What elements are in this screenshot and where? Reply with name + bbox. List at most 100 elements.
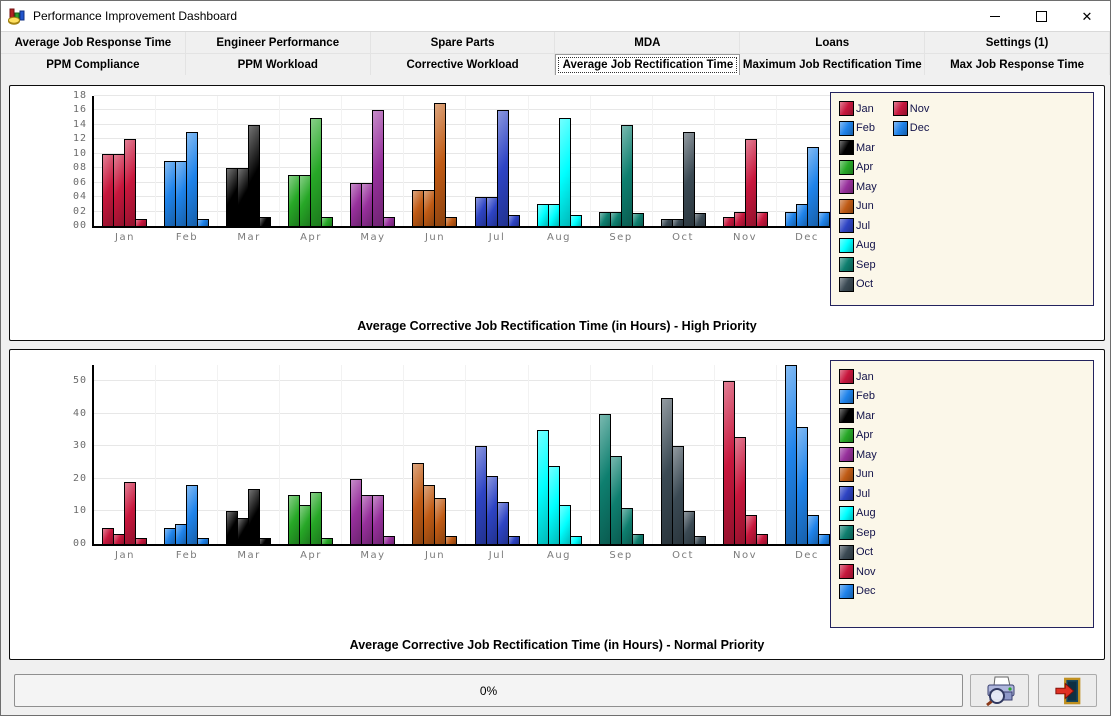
bar-jan-4 [135,218,148,226]
y-tick-04: 04 [72,191,87,203]
bar-jun-4 [445,535,458,544]
exit-button[interactable] [1038,674,1097,707]
bar-group-jan [94,96,155,226]
legend-label-jun: Jun [856,200,874,213]
minimize-button[interactable] [972,1,1018,31]
legend-item-sep: Sep [839,523,877,543]
tab-mda[interactable]: MDA [555,32,741,54]
bar-group-apr [279,365,341,544]
bar-aug-3 [558,117,571,226]
legend-swatch-may [839,179,854,195]
x-label-jun: Jun [424,550,446,561]
legend-swatch-dec [892,120,908,136]
bar-jul-3 [496,501,509,544]
legend-item-jun: Jun [839,465,877,485]
bar-groups [94,96,838,226]
x-label-aug: Aug [546,550,572,561]
bar-group-may [341,365,403,544]
bar-aug-4 [569,215,582,226]
chart-plot-high-priority: 00 02 04 06 08 10 12 14 16 18 [73,91,838,231]
legend-swatch-oct [839,544,854,560]
close-button[interactable]: ✕ [1064,1,1110,31]
tab-loans[interactable]: Loans [740,32,926,54]
print-preview-button[interactable] [970,674,1029,707]
x-label-oct: Oct [672,550,694,561]
legend-item-jul: Jul [839,216,877,236]
legend-label-apr: Apr [856,429,874,442]
print-preview-icon [985,676,1014,706]
tab-average-job-rectification-time[interactable]: Average Job Rectification Time [555,54,741,76]
legend-label-mar: Mar [856,141,875,154]
legend-swatch-apr [839,427,854,443]
legend-item-aug: Aug [839,236,877,256]
bar-group-apr [279,96,341,226]
legend-normal-priority: Jan Feb Mar Apr May Jun Jul Aug Sep Oct Nov Dec [830,360,1094,628]
legend-item-feb: Feb [839,387,877,407]
bar-groups [94,365,838,544]
tab-ppm-compliance[interactable]: PPM Compliance [1,54,186,76]
legend-label-oct: Oct [856,278,874,291]
bar-sep-2 [609,456,622,544]
bar-oct-3 [682,132,695,226]
bar-mar-4 [259,537,272,544]
maximize-button[interactable] [1018,1,1064,31]
legend-item-dec: Dec [892,119,929,139]
legend-label-jan: Jan [856,102,874,115]
legend-item-may: May [839,177,877,197]
legend-swatch-apr [839,159,854,175]
tab-maximum-job-rectification-time[interactable]: Maximum Job Rectification Time [740,54,926,76]
legend-label-sep: Sep [856,258,876,271]
legend-label-nov: Nov [856,565,876,578]
x-label-jul: Jul [488,550,506,561]
bar-nov-4 [755,211,768,226]
bar-jul-3 [496,110,509,226]
legend-item-dec: Dec [839,582,877,602]
bar-oct-4 [693,213,706,226]
bar-dec-4 [817,211,830,226]
bar-group-jul [465,96,527,226]
title-bar: Performance Improvement Dashboard ✕ [1,1,1110,31]
tab-settings-1[interactable]: Settings (1) [925,32,1110,54]
legend-swatch-jun [839,198,854,214]
bar-may-3 [372,110,385,226]
legend-label-nov: Nov [909,102,930,115]
bar-aug-4 [569,535,582,544]
tab-spare-parts[interactable]: Spare Parts [370,32,556,54]
tab-average-job-response-time[interactable]: Average Job Response Time [1,32,186,54]
x-label-apr: Apr [300,232,322,243]
legend-label-jun: Jun [856,468,874,481]
tab-engineer-performance[interactable]: Engineer Performance [185,32,371,54]
legend-item-jul: Jul [839,484,877,504]
legend-swatch-sep [839,257,854,273]
legend-label-may: May [856,448,877,461]
bar-oct-3 [682,511,695,544]
bar-group-sep [589,96,652,226]
bar-jan-3 [124,482,137,544]
x-label-sep: Sep [609,550,633,561]
legend-label-jul: Jul [856,487,871,500]
tab-corrective-workload[interactable]: Corrective Workload [370,54,556,76]
tab-ppm-workload[interactable]: PPM Workload [185,54,371,76]
legend-swatch-dec [839,583,854,599]
legend-label-oct: Oct [856,546,874,559]
legend-swatch-oct [839,276,854,292]
y-tick-02: 02 [72,205,87,217]
bar-group-jun [403,365,465,544]
bar-group-jul [465,365,527,544]
bar-jan-3 [124,139,137,226]
tab-max-job-response-time[interactable]: Max Job Response Time [925,54,1110,76]
bar-group-aug [527,96,590,226]
legend-label-sep: Sep [856,526,876,539]
bar-jul-4 [507,535,520,544]
progress-text: 0% [479,683,498,698]
legend-label-aug: Aug [856,239,876,252]
legend-swatch-nov [839,564,854,580]
legend-label-apr: Apr [856,161,874,174]
legend-item-mar: Mar [839,138,877,158]
bar-sep-4 [631,534,644,544]
legend-swatch-jan [839,369,854,385]
y-tick-10: 10 [72,505,87,517]
bar-mar-4 [259,216,272,226]
legend-item-nov: Nov [839,562,877,582]
x-label-mar: Mar [237,550,261,561]
